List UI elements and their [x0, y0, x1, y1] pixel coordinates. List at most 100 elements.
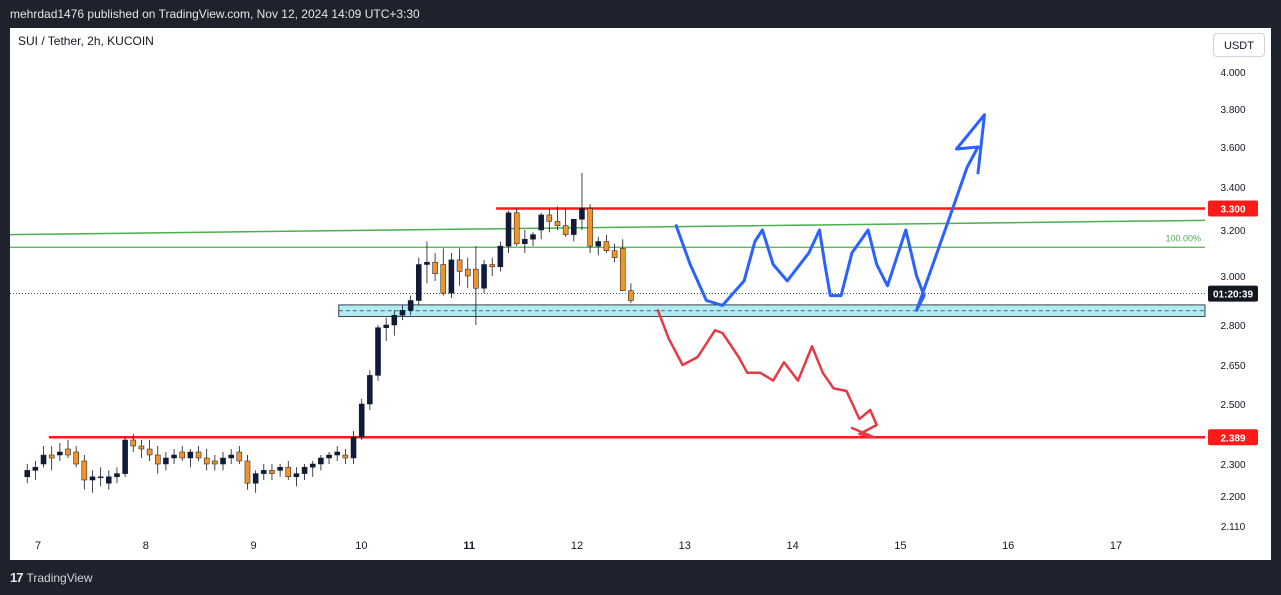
x-tick-label: 13 [679, 540, 691, 552]
symbol-label: SUI / Tether, 2h, KUCOIN [18, 34, 154, 48]
candle-body [440, 264, 447, 294]
candle-body [399, 310, 406, 316]
candle-body [57, 451, 63, 456]
y-tick-label: 2.800 [1220, 321, 1245, 332]
candle-body [130, 439, 137, 447]
candle-body [114, 473, 120, 478]
candle-body [138, 445, 145, 450]
x-tick-label: 15 [894, 540, 906, 552]
x-tick-label: 17 [1110, 540, 1122, 552]
candle-body [628, 290, 634, 301]
candle-body [285, 466, 292, 478]
x-tick-label: 8 [143, 540, 149, 552]
candle-body [171, 454, 177, 459]
candle-body [603, 241, 610, 251]
candle-body [163, 457, 169, 465]
candle-body [236, 451, 243, 462]
publisher-bar: mehrdad1476 published on TradingView.com… [0, 0, 1281, 28]
candle-body [383, 324, 389, 328]
candle-body [277, 466, 283, 471]
candle-body [481, 264, 487, 289]
price-chart[interactable]: 4.000 3.800 3.600 3.400 3.200 3.000 2.800 2.650… [10, 28, 1271, 560]
rising-trend-line [10, 219, 1206, 236]
candle-body [407, 300, 414, 311]
footer-bar: 17 TradingView [0, 560, 1281, 595]
candle-body [195, 451, 202, 459]
candle-body [456, 259, 463, 272]
candle-body [301, 466, 308, 474]
candle-body [252, 473, 259, 484]
candle-body [309, 463, 316, 468]
y-tick-label: 4.000 [1220, 68, 1245, 79]
fib-label: 100.00% [1165, 233, 1201, 243]
candle-body [179, 451, 185, 459]
tradingview-logo[interactable]: 17 TradingView [10, 570, 93, 585]
candle-body [106, 476, 112, 484]
candle-body [489, 264, 495, 268]
price-label-text: 3.300 [1220, 205, 1245, 216]
y-tick-label: 3.200 [1220, 226, 1245, 237]
candle-body [73, 451, 79, 465]
price-label-text: 01:20:39 [1213, 290, 1253, 301]
candle-body [326, 454, 332, 459]
y-tick-label: 3.800 [1220, 105, 1245, 116]
candle-body [513, 212, 520, 245]
tradingview-logo-icon: 17 [10, 570, 24, 585]
candle-body [619, 248, 626, 291]
candle-body [146, 448, 153, 456]
price-label-box [1208, 429, 1258, 446]
x-tick-label: 12 [571, 540, 583, 552]
candle-body [571, 219, 577, 235]
candle-body [261, 470, 267, 474]
candle-body [497, 245, 504, 268]
x-tick-label: 16 [1002, 540, 1014, 552]
candle-body [595, 241, 602, 247]
candle-body [367, 375, 373, 405]
currency-button[interactable]: USDT [1213, 33, 1265, 57]
candle-body [416, 264, 422, 301]
y-tick-label: 2.110 [1221, 522, 1246, 533]
candle-body [432, 261, 438, 274]
candle-body [579, 208, 585, 220]
y-tick-label: 3.400 [1220, 183, 1245, 194]
candle-body [203, 457, 210, 465]
candle-body [342, 454, 349, 459]
candle-body [65, 448, 71, 456]
candle-body [546, 214, 553, 222]
candle-body [538, 214, 544, 231]
candle-body [473, 268, 479, 289]
candle-body [212, 460, 218, 465]
candle-body [448, 259, 455, 294]
publisher-text: mehrdad1476 published on TradingView.com… [10, 7, 420, 21]
y-tick-label: 3.600 [1220, 143, 1245, 154]
candle-body [562, 225, 569, 235]
x-tick-label: 9 [251, 540, 257, 552]
candle-body [293, 473, 300, 478]
candle-body [611, 250, 618, 258]
tradingview-brand: TradingView [26, 570, 93, 585]
candle-body [187, 451, 194, 459]
y-tick-label: 2.650 [1220, 361, 1245, 372]
candle-body [522, 238, 528, 245]
x-tick-label: 7 [35, 540, 41, 552]
candle-body [424, 261, 430, 265]
candle-body [32, 466, 39, 471]
price-label-box [1208, 285, 1258, 302]
y-tick-label: 2.300 [1220, 460, 1245, 471]
candle-body [89, 476, 96, 481]
candle-body [358, 403, 365, 438]
chart-panel[interactable]: 4.000 3.800 3.600 3.400 3.200 3.000 2.800 2.650… [10, 28, 1271, 560]
candle-body [81, 460, 88, 481]
candle-body [505, 212, 512, 247]
x-tick-label: 11 [463, 540, 475, 552]
y-tick-label: 3.000 [1220, 272, 1245, 283]
candle-body [350, 436, 357, 459]
candle-body [48, 454, 55, 459]
candle-body [269, 470, 275, 474]
bearish-scenario-drawing [656, 309, 878, 439]
candle-body [244, 460, 251, 484]
y-tick-label: 2.200 [1220, 492, 1245, 503]
candle-body [587, 208, 593, 247]
candle-body [334, 451, 340, 456]
y-tick-label: 2.500 [1220, 400, 1245, 411]
